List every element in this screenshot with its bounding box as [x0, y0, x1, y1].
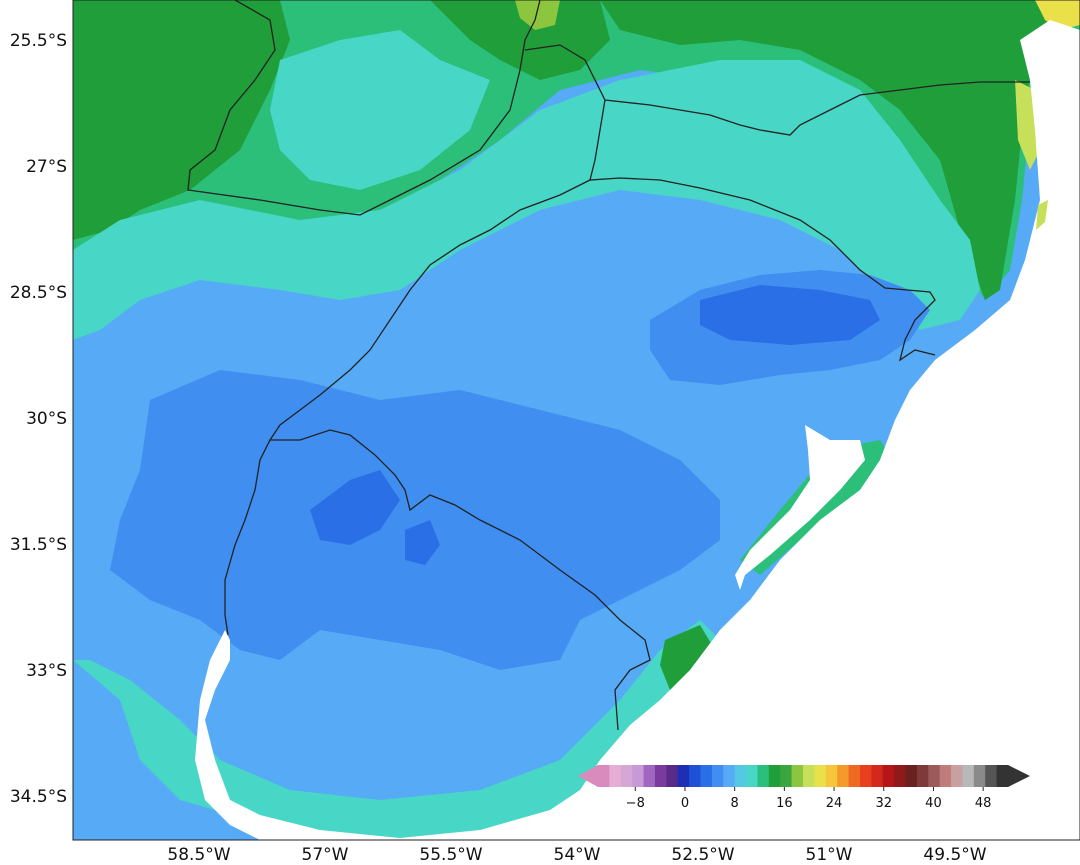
colorbar-tick-label: 0: [681, 796, 689, 811]
colorbar: −8 0 8 16 24 32 40 48: [578, 765, 1030, 811]
colorbar-swatch: [871, 765, 884, 787]
colorbar-swatch: [643, 765, 656, 787]
colorbar-swatch: [973, 765, 986, 787]
colorbar-swatch: [837, 765, 850, 787]
colorbar-swatch: [598, 765, 610, 787]
field-green-northeast: [600, 0, 1080, 300]
lon-tick-label: 51°W: [806, 845, 853, 865]
border-parana: [524, 44, 1030, 136]
field-deep-blue-core-2: [405, 520, 440, 565]
colorbar-swatch: [894, 765, 906, 787]
colorbar-swatch: [632, 765, 645, 787]
lat-tick-label: 25.5°S: [10, 31, 67, 51]
colorbar-swatch: [882, 765, 895, 787]
colorbar-swatch: [791, 765, 804, 787]
colorbar-tick-label: 40: [925, 796, 942, 811]
lat-tick-label: 28.5°S: [10, 283, 67, 303]
field-green-north-central: [430, 0, 610, 80]
colorbar-swatch: [803, 765, 815, 787]
colorbar-swatch: [848, 765, 861, 787]
colorbar-swatch: [780, 765, 793, 787]
colorbar-swatch: [677, 765, 690, 787]
lagoon: [735, 425, 865, 590]
colorbar-extend-min: [578, 765, 598, 787]
coastal-island-ne: [1036, 200, 1048, 230]
colorbar-tick-label: 48: [975, 796, 992, 811]
colorbar-extend-max: [1008, 765, 1030, 787]
colorbar-swatch: [757, 765, 770, 787]
watermark-tagline: A StormGeo Company: [889, 735, 978, 744]
colorbar-tick-label: 16: [776, 796, 793, 811]
colorbar-swatch: [916, 765, 929, 787]
colorbar-swatch: [723, 765, 736, 787]
colorbar-swatch: [666, 765, 679, 787]
colorbar-swatch: [985, 765, 998, 787]
latitude-axis: 25.5°S 27°S 28.5°S 30°S 31.5°S 33°S 34.5°S: [10, 31, 67, 807]
lon-tick-label: 52.5°W: [671, 845, 734, 865]
colorbar-swatch: [939, 765, 952, 787]
field-deep-blue-core: [310, 470, 400, 545]
longitude-axis: 58.5°W 57°W 55.5°W 54°W 52.5°W 51°W 49.5°W: [167, 845, 986, 865]
plot-area: CLIMATEMPO A StormGeo Company: [73, 0, 1080, 840]
lon-tick-label: 49.5°W: [923, 845, 986, 865]
colorbar-swatch: [996, 765, 1009, 787]
colorbar-swatch: [654, 765, 667, 787]
lat-tick-label: 30°S: [26, 409, 67, 429]
field-cyan-band: [73, 60, 980, 340]
field-mid-blue-center: [110, 370, 720, 670]
field-cyan-north: [270, 30, 490, 190]
border-argentina-brazil: [224, 179, 591, 636]
field-cyan-south: [73, 620, 720, 840]
field-deep-blue-core-3: [700, 285, 880, 345]
colorbar-swatch: [768, 765, 781, 787]
field-yellow-top-right: [1035, 0, 1080, 30]
lon-tick-label: 55.5°W: [419, 845, 482, 865]
colorbar-swatch: [859, 765, 872, 787]
colorbar-swatch: [951, 765, 963, 787]
lat-tick-label: 31.5°S: [10, 535, 67, 555]
colorbar-swatch: [746, 765, 758, 787]
lat-tick-label: 27°S: [26, 157, 67, 177]
colorbar-swatch: [609, 765, 622, 787]
colorbar-swatch: [620, 765, 633, 787]
watermark-brand: CLIMATEMPO: [842, 710, 982, 732]
colorbar-tick-label: −8: [626, 796, 645, 811]
colorbar-swatch: [700, 765, 713, 787]
field-lime-top: [515, 0, 560, 30]
field-green-northwest: [73, 0, 290, 240]
colorbar-swatch: [711, 765, 724, 787]
lon-tick-label: 54°W: [554, 845, 601, 865]
colorbar-swatch: [814, 765, 827, 787]
colorbar-swatch: [689, 765, 701, 787]
colorbar-swatch: [962, 765, 975, 787]
colorbar-swatch: [928, 765, 941, 787]
lon-tick-label: 58.5°W: [167, 845, 230, 865]
colorbar-tick-label: 24: [826, 796, 843, 811]
political-borders: [187, 0, 1030, 731]
border-uruguay-brazil: [270, 429, 651, 731]
colorbar-swatch: [825, 765, 838, 787]
lat-tick-label: 34.5°S: [10, 787, 67, 807]
colorbar-swatch: [734, 765, 747, 787]
colorbar-swatch: [905, 765, 918, 787]
lat-tick-label: 33°S: [26, 661, 67, 681]
plot-frame: [72, 0, 1080, 841]
ocean: [195, 20, 1080, 840]
colorbar-tick-label: 32: [875, 796, 892, 811]
colorbar-tick-label: 8: [731, 796, 739, 811]
lon-tick-label: 57°W: [302, 845, 349, 865]
border-argentina-paraguay: [187, 0, 541, 216]
